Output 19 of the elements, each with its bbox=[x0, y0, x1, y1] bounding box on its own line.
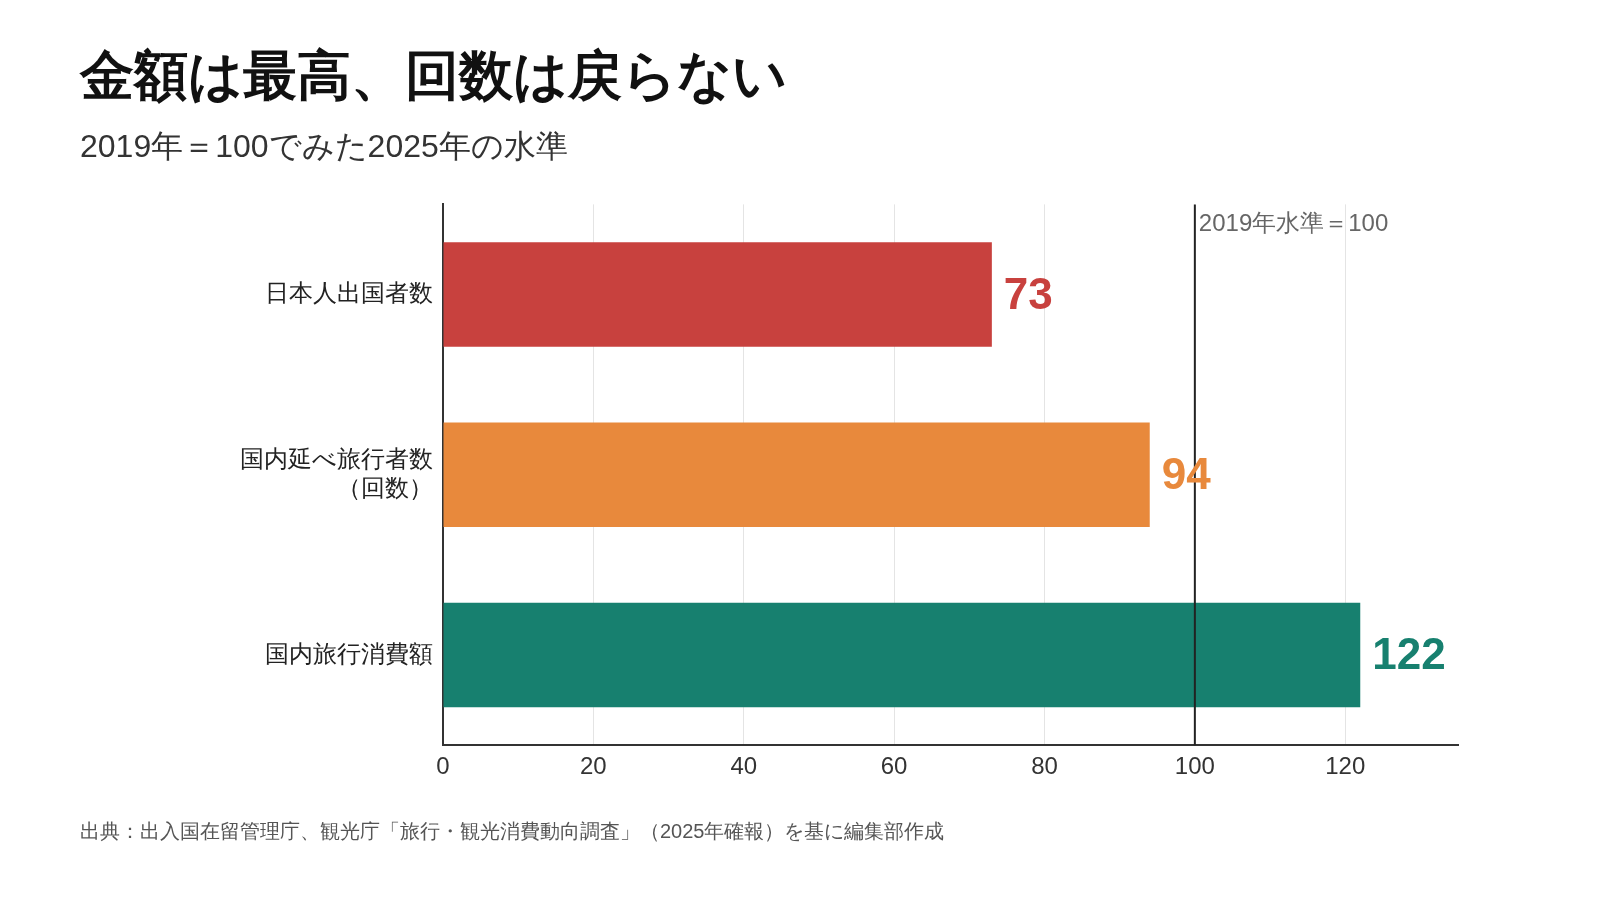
x-tick-label: 0 bbox=[436, 752, 450, 780]
y-tick-label: 国内旅行消費額 bbox=[265, 639, 433, 667]
x-tick-label: 120 bbox=[1325, 752, 1366, 780]
bar bbox=[443, 602, 1361, 708]
data-label: 73 bbox=[1003, 268, 1053, 318]
bar bbox=[443, 242, 992, 347]
bar bbox=[443, 422, 1150, 528]
x-tick-label: 100 bbox=[1174, 752, 1215, 780]
data-label: 122 bbox=[1372, 629, 1446, 679]
y-tick-label: 日本人出国者数 bbox=[265, 279, 433, 307]
chart-subtitle: 2019年＝100でみた2025年の水準 bbox=[80, 127, 568, 166]
y-tick-label: 国内延べ旅行者数（回数） bbox=[240, 445, 433, 501]
chart-title: 金額は最高、回数は戻らない bbox=[80, 44, 787, 107]
source-note: 出典：出入国在留管理庁、観光庁「旅行・観光消費動向調査」（2025年確報）を基に編集部作成 bbox=[80, 819, 945, 844]
x-tick-label: 40 bbox=[730, 752, 758, 780]
x-tick-label: 80 bbox=[1031, 752, 1058, 780]
ref-line-label: 2019年水準＝100 bbox=[1198, 209, 1389, 237]
x-tick-label: 20 bbox=[580, 752, 607, 780]
x-tick-label: 60 bbox=[880, 752, 908, 780]
